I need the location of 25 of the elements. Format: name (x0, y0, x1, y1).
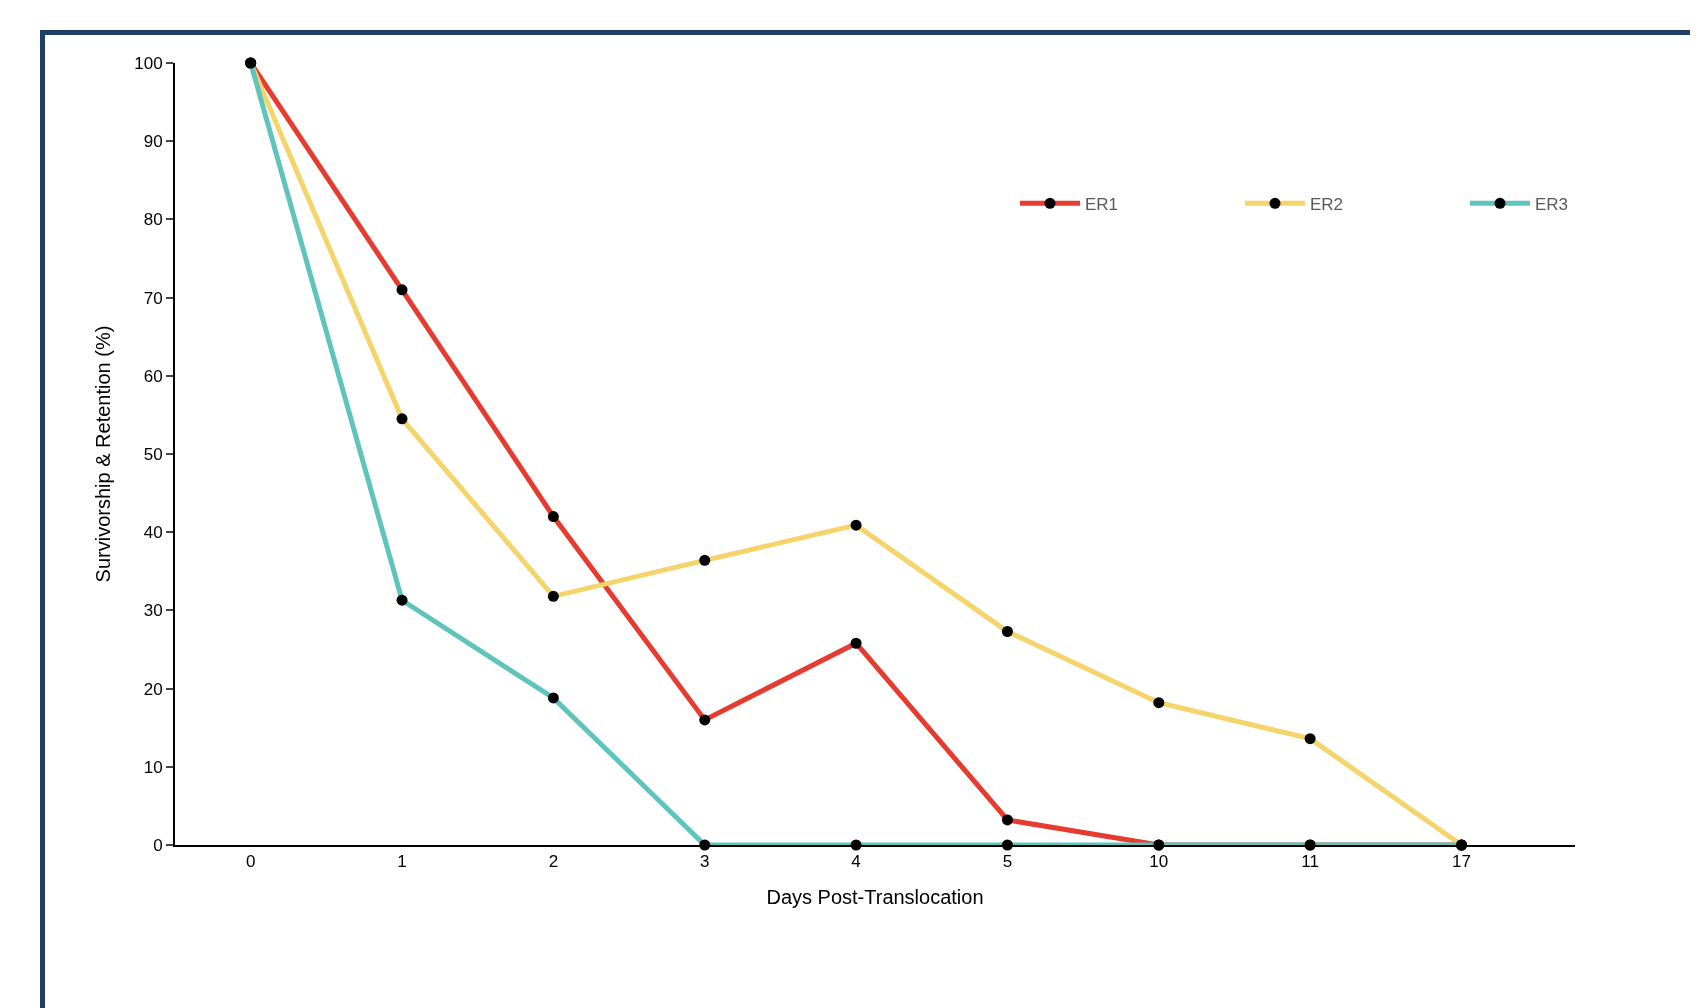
x-tick-label: 1 (397, 852, 407, 872)
y-tick-label: 70 (143, 288, 163, 308)
y-tick-label: 80 (143, 210, 163, 230)
y-tick-label: 10 (143, 757, 163, 777)
x-axis-title: Days Post-Translocation (766, 886, 984, 909)
y-axis-title: Survivorship & Retention (%) (92, 325, 115, 583)
legend-label: ER3 (1535, 194, 1569, 214)
legend-label: ER1 (1085, 194, 1119, 214)
legend-label: ER2 (1310, 194, 1344, 214)
x-tick-label: 0 (245, 852, 256, 872)
x-tick-label: 5 (1002, 852, 1013, 872)
y-tick-label: 60 (143, 366, 163, 386)
y-tick-label: 90 (143, 132, 163, 152)
x-tick-label: 17 (1452, 852, 1471, 872)
y-tick-label: 100 (134, 53, 163, 73)
y-tick-label: 20 (143, 679, 163, 699)
x-tick-label: 10 (1149, 852, 1169, 872)
x-tick-label: 3 (700, 852, 710, 872)
x-tick-label: 2 (548, 852, 559, 872)
x-tick-label: 11 (1301, 852, 1319, 872)
y-tick-label: 0 (153, 835, 163, 855)
y-tick-label: 40 (143, 523, 163, 543)
y-tick-label: 30 (143, 601, 163, 621)
x-tick-label: 4 (851, 852, 861, 872)
y-tick-label: 50 (143, 444, 163, 464)
